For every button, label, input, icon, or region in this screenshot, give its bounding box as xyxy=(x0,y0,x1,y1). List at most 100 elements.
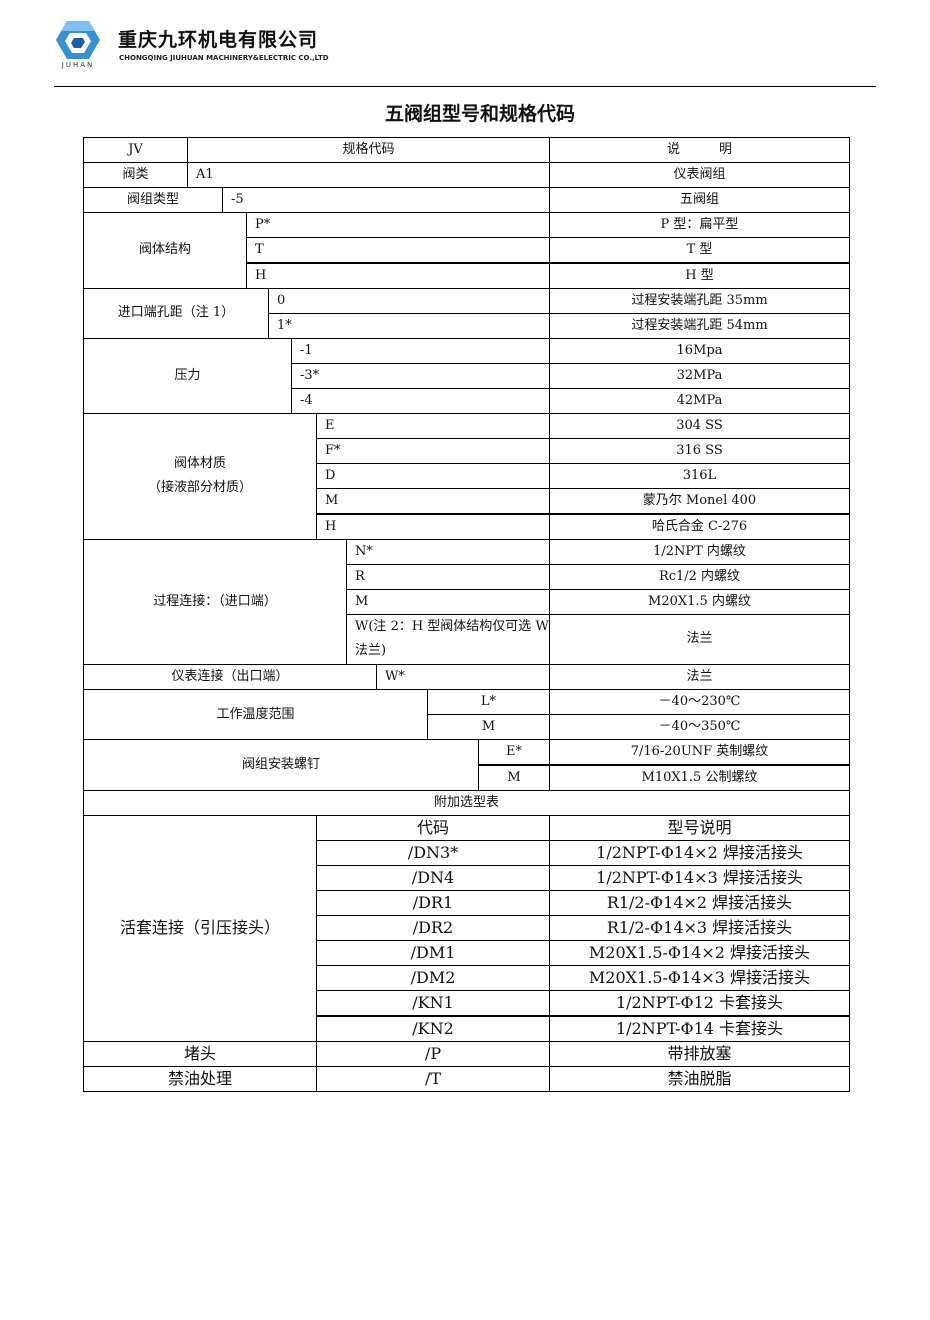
extra-code: /KN2 xyxy=(316,1015,550,1042)
spec-code: T xyxy=(246,237,550,264)
spec-code: W* xyxy=(376,664,550,691)
spec-code-text: M xyxy=(481,719,496,735)
spec-desc-text: 7/16-20UNF 英制螺纹 xyxy=(630,744,769,760)
extra-code-text: /DR1 xyxy=(412,893,454,913)
spec-desc-text: －40～350℃ xyxy=(658,719,741,735)
spec-desc-text: 42MPa xyxy=(676,393,723,409)
spec-desc: 32MPa xyxy=(549,362,850,389)
spec-desc: 304 SS xyxy=(549,413,850,440)
extra-section-label: 禁油处理 xyxy=(83,1065,317,1092)
spec-code-text: D xyxy=(325,468,336,484)
company-logo-icon xyxy=(56,21,100,59)
spec-code-text: E xyxy=(325,418,335,434)
spec-code-text: R xyxy=(355,568,365,584)
spec-desc-text: H 型 xyxy=(685,267,714,283)
spec-desc-text: 法兰 xyxy=(686,669,713,685)
spec-code: D xyxy=(316,463,550,490)
extra-desc: 禁油脱脂 xyxy=(549,1065,850,1092)
spec-code-text: E* xyxy=(506,744,522,760)
extra-table-title-text: 附加选型表 xyxy=(433,794,499,810)
spec-desc: 五阀组 xyxy=(549,187,850,214)
spec-desc: P 型：扁平型 xyxy=(549,212,850,239)
spec-code: 0 xyxy=(268,287,550,314)
extra-section-label: 活套连接（引压接头） xyxy=(83,814,317,1042)
spec-desc-text: 316 SS xyxy=(676,443,723,459)
section-label: 仪表连接（出口端） xyxy=(83,664,377,691)
extra-code-text: /KN2 xyxy=(412,1018,454,1038)
extra-desc-text: 1/2NPT-Φ14×3 焊接活接头 xyxy=(596,867,803,887)
spec-code-text: P* xyxy=(255,217,271,233)
spec-code: -5 xyxy=(222,187,550,214)
extra-code: /KN1 xyxy=(316,990,550,1017)
spec-desc-text: 蒙乃尔 Monel 400 xyxy=(642,493,757,509)
extra-code-text: /DN4 xyxy=(411,867,455,887)
spec-code: H xyxy=(316,513,550,540)
extra-desc: 1/2NPT-Φ14 卡套接头 xyxy=(549,1015,850,1042)
spec-code: 1* xyxy=(268,312,550,339)
extra-code: /DR2 xyxy=(316,915,550,942)
spec-desc-text: M10X1.5 公制螺纹 xyxy=(641,769,758,785)
section-label-text: 阀体材质 （接液部分材质） xyxy=(147,456,252,496)
spec-desc: H 型 xyxy=(549,262,850,289)
extra-code-text: /DM2 xyxy=(410,968,456,988)
spec-desc: －40～350℃ xyxy=(549,714,850,741)
extra-desc: M20X1.5-Φ14×2 焊接活接头 xyxy=(549,940,850,967)
extra-desc: M20X1.5-Φ14×3 焊接活接头 xyxy=(549,965,850,992)
spec-desc: T 型 xyxy=(549,237,850,264)
spec-desc-text: 316L xyxy=(682,468,717,484)
extra-code-text: /T xyxy=(424,1068,442,1088)
spec-code: W(注 2：H 型阀体结构仅可选 W 法兰) xyxy=(346,613,550,666)
spec-code-text: H xyxy=(255,267,267,283)
spec-code: E* xyxy=(478,739,550,766)
extra-desc: 1/2NPT-Φ12 卡套接头 xyxy=(549,990,850,1017)
page-title: 五阀组型号和规格代码 xyxy=(384,103,575,125)
spec-code: M xyxy=(427,714,550,741)
spec-code-text: 0 xyxy=(277,292,286,308)
extra-desc: R1/2-Φ14×3 焊接活接头 xyxy=(549,915,850,942)
extra-desc-text: 型号说明 xyxy=(667,817,732,837)
spec-code-text: F* xyxy=(325,443,341,459)
spec-desc-text: Rc1/2 内螺纹 xyxy=(658,568,741,584)
spec-code-text: 1* xyxy=(277,317,292,333)
extra-code-text: /KN1 xyxy=(412,993,454,1013)
extra-desc: 1/2NPT-Φ14×3 焊接活接头 xyxy=(549,864,850,891)
spec-code: -4 xyxy=(291,388,550,415)
company-name-en: CHONGQING JIUHUAN MACHINERY&ELECTRIC CO.… xyxy=(119,54,329,62)
spec-desc: 哈氏合金 C-276 xyxy=(549,513,850,540)
section-label: 阀类 xyxy=(83,162,188,189)
section-label-text: 进口端孔距（注 1） xyxy=(117,305,235,321)
header-code-text: 规格代码 xyxy=(342,142,395,158)
spec-code: M xyxy=(316,488,550,515)
extra-code: /DR1 xyxy=(316,890,550,917)
spec-desc: 42MPa xyxy=(549,388,850,415)
spec-desc-text: T 型 xyxy=(686,242,713,258)
extra-section-label: 堵头 xyxy=(83,1040,317,1067)
spec-code: R xyxy=(346,563,550,590)
extra-code: /DN3* xyxy=(316,839,550,866)
logo-text: JUHAN xyxy=(61,61,95,69)
company-name: 重庆九环机电有限公司 xyxy=(118,29,319,51)
extra-desc-text: M20X1.5-Φ14×3 焊接活接头 xyxy=(588,968,811,988)
section-label: 工作温度范围 xyxy=(83,689,428,741)
spec-desc-text: M20X1.5 内螺纹 xyxy=(648,593,751,609)
spec-desc: 16Mpa xyxy=(549,337,850,364)
spec-desc: 316L xyxy=(549,463,850,490)
section-label: 过程连接：（进口端） xyxy=(83,538,347,666)
extra-code-text: /DR2 xyxy=(412,918,454,938)
spec-code-text: N* xyxy=(355,543,373,559)
spec-desc: －40～230℃ xyxy=(549,689,850,716)
extra-code: 代码 xyxy=(316,814,550,841)
spec-code: L* xyxy=(427,689,550,716)
extra-code-text: 代码 xyxy=(416,817,449,837)
spec-code-text: T xyxy=(255,242,264,258)
spec-desc: 法兰 xyxy=(549,664,850,691)
extra-desc-text: R1/2-Φ14×2 焊接活接头 xyxy=(606,893,793,913)
spec-code: P* xyxy=(246,212,550,239)
extra-code-text: /P xyxy=(424,1043,442,1063)
header-divider xyxy=(54,86,876,87)
spec-desc: 过程安装端孔距 35mm xyxy=(549,287,850,314)
extra-code: /DM2 xyxy=(316,965,550,992)
spec-desc: 过程安装端孔距 54mm xyxy=(549,312,850,339)
spec-code-text: M xyxy=(507,769,521,785)
spec-code: M xyxy=(478,764,550,791)
